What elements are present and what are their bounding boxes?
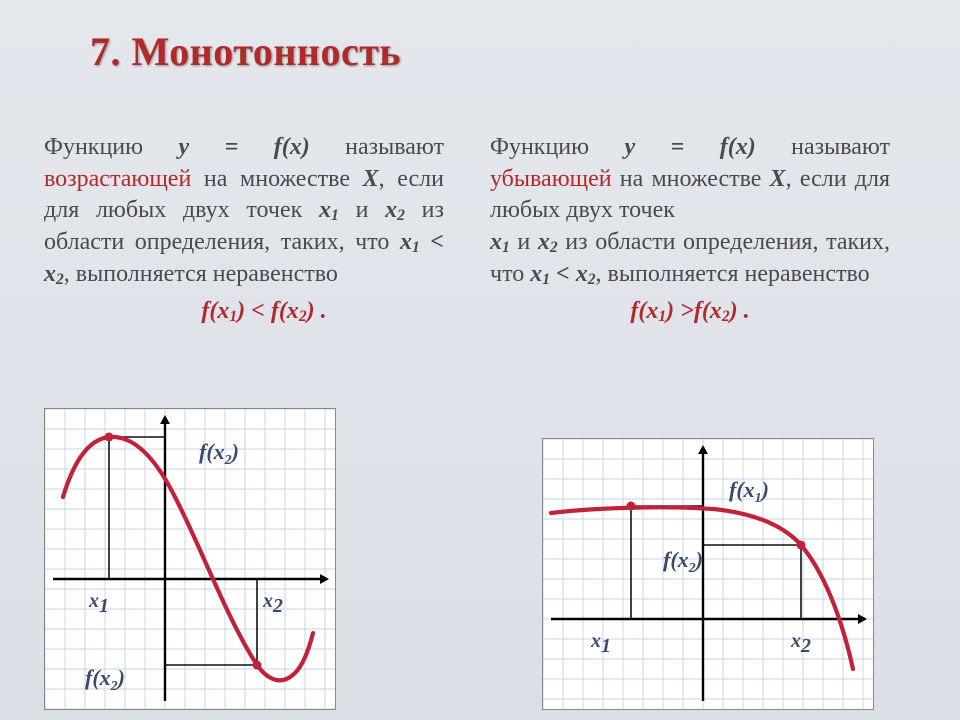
left-inequality: f(x1) < f(x2) . bbox=[84, 296, 444, 328]
slide-title: 7. Монотонность bbox=[90, 28, 401, 75]
right-inequality: f(x1) >f(x2) . bbox=[490, 296, 890, 328]
svg-text:x1: x1 bbox=[88, 590, 109, 617]
left-definition: Функцию y = f(x) называют возрастающей н… bbox=[44, 132, 444, 328]
decreasing-chart: x1 x2 f(x1) f(x2) bbox=[542, 438, 874, 710]
left-text: Функцию y = f(x) называют возрастающей н… bbox=[44, 132, 444, 290]
svg-text:f(x1): f(x1) bbox=[729, 477, 769, 506]
svg-text:f(x2): f(x2) bbox=[85, 665, 125, 694]
svg-text:x1: x1 bbox=[590, 630, 611, 657]
increasing-chart: x1x2f(x2)f(x2) bbox=[44, 408, 336, 710]
right-definition: Функцию y = f(x) называют убывающей на м… bbox=[490, 132, 890, 328]
svg-text:f(x2): f(x2) bbox=[199, 439, 239, 468]
svg-text:x2: x2 bbox=[790, 630, 811, 657]
right-text: Функцию y = f(x) называют убывающей на м… bbox=[490, 132, 890, 290]
svg-text:f(x2): f(x2) bbox=[663, 547, 703, 576]
